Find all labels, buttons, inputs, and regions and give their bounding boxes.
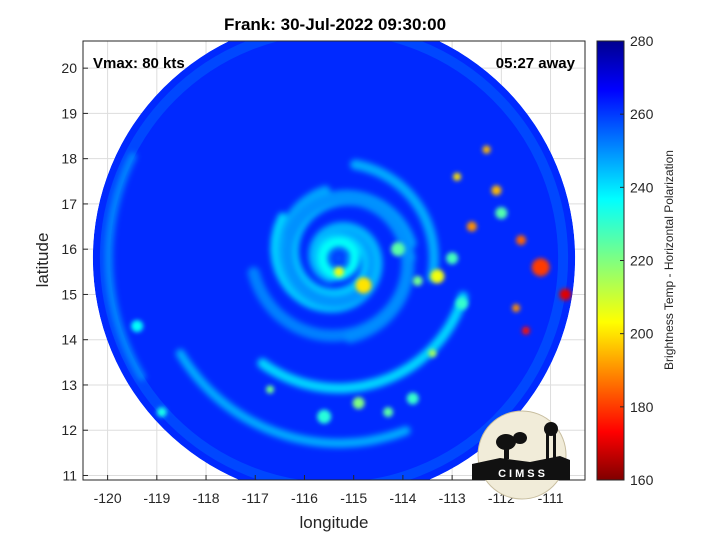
rain-band	[247, 192, 414, 342]
colorbar-ticks: 160 180 200 220 240 260 280	[620, 33, 654, 488]
outer-band	[257, 291, 469, 394]
colorbar-tick-label: 220	[630, 253, 654, 269]
logo-dish-2	[513, 432, 527, 444]
convective-cell	[516, 235, 527, 246]
convective-cell	[491, 185, 502, 196]
x-tick-label: -119	[143, 490, 170, 506]
x-tick-label: -117	[242, 490, 269, 506]
convective-cell	[466, 221, 477, 232]
convective-cell	[156, 407, 167, 418]
convective-cell	[455, 297, 468, 310]
convective-cell	[512, 304, 521, 313]
y-tick-label: 14	[61, 332, 77, 348]
plot-frame	[82, 40, 586, 481]
convective-cells	[131, 145, 572, 424]
convective-cell	[412, 275, 423, 286]
outer-band	[175, 349, 411, 448]
x-tick-label: -118	[193, 490, 220, 506]
convective-cell	[131, 320, 144, 333]
convective-cell	[482, 145, 491, 154]
outer-band	[350, 159, 439, 283]
convective-cell	[430, 269, 445, 284]
x-tick-label: -113	[439, 490, 466, 506]
y-tick-label: 12	[61, 422, 77, 438]
time-away-annotation: 05:27 away	[496, 55, 576, 72]
y-tick-label: 16	[61, 241, 77, 257]
y-tick-label: 15	[61, 286, 77, 302]
convective-cell	[352, 397, 365, 410]
x-tick-label: -114	[389, 490, 416, 506]
convective-cell	[521, 326, 530, 335]
y-axis-label: latitude	[33, 233, 52, 288]
colorbar: 160 180 200 220 240 260 280 Brightness Temp - …	[596, 33, 676, 488]
colorbar-tick-label: 280	[630, 33, 654, 49]
storm-bands	[104, 152, 469, 448]
logo-base	[472, 456, 570, 480]
x-tick-label: -116	[291, 490, 318, 506]
convective-cell	[355, 277, 372, 294]
y-tick-label: 13	[61, 377, 77, 393]
convective-cell	[333, 266, 344, 277]
x-tick-label: -111	[538, 490, 564, 506]
plot-area: -120 -119 -118 -117 -116 -115 -114 -113 -112 -111…	[33, 40, 586, 532]
colorbar-tick-label: 240	[630, 179, 654, 195]
microwave-swath	[92, 41, 576, 480]
colorbar-tick-label: 200	[630, 326, 654, 342]
colorbar-gradient	[596, 40, 625, 481]
vmax-annotation: Vmax: 80 kts	[93, 55, 185, 72]
logo-dish-1	[496, 434, 516, 450]
convective-cell	[531, 258, 550, 277]
x-tick-label: -120	[94, 490, 122, 506]
convective-cell	[383, 407, 394, 418]
outer-band	[104, 152, 146, 381]
convective-cell	[390, 242, 405, 257]
logo-dish-post	[504, 445, 509, 459]
convective-cell	[406, 392, 419, 405]
chart-title: Frank: 30-Jul-2022 09:30:00	[224, 15, 446, 34]
y-axis-ticks: 11 12 13 14 15 16 17 18 19 20	[61, 60, 88, 483]
convective-cell	[428, 349, 437, 358]
convective-cell	[317, 409, 332, 424]
x-axis-label: longitude	[299, 513, 368, 532]
convective-cell	[266, 385, 275, 394]
colorbar-tick-label: 160	[630, 472, 654, 488]
y-tick-label: 17	[61, 196, 77, 212]
colorbar-label: Brightness Temp - Horizontal Polarizatio…	[662, 150, 676, 370]
convective-cell	[495, 206, 508, 219]
colorbar-tick-label: 180	[630, 399, 654, 415]
convective-cell	[446, 252, 459, 265]
y-tick-label: 19	[61, 105, 77, 121]
logo-tower-leg-1	[546, 432, 549, 460]
x-tick-label: -115	[340, 490, 367, 506]
y-tick-label: 20	[61, 60, 77, 76]
y-tick-label: 18	[61, 151, 77, 167]
swath-edge	[99, 41, 569, 480]
eye	[331, 251, 346, 266]
colorbar-tick-label: 260	[630, 106, 654, 122]
logo-text: CIMSS	[498, 468, 548, 480]
cimss-logo: CIMSS	[472, 410, 570, 500]
y-tick-label: 11	[62, 467, 77, 483]
logo-tower-leg-2	[553, 432, 556, 460]
convective-cell	[453, 172, 462, 181]
convective-cell	[559, 288, 572, 301]
